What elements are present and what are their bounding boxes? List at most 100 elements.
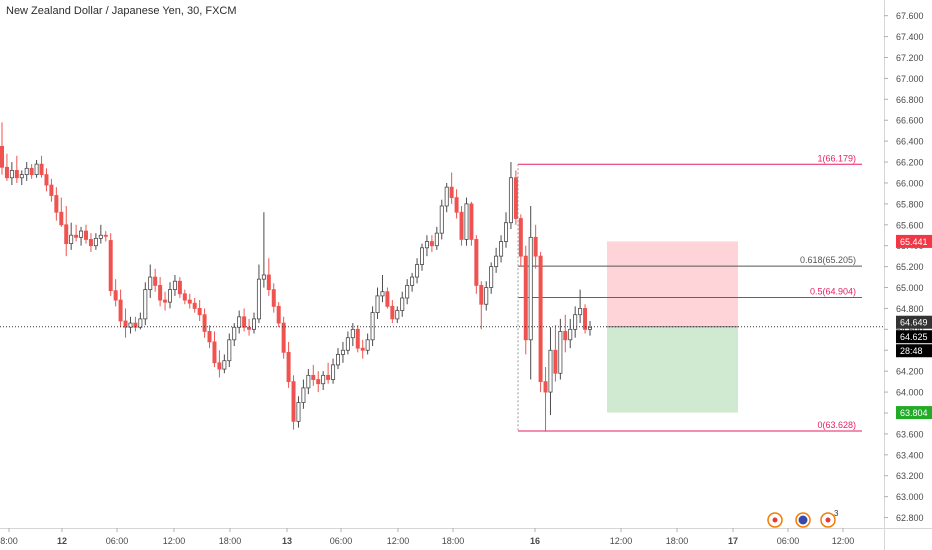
candle-body (19, 174, 24, 179)
candle (217, 350, 222, 378)
candle-body (558, 331, 563, 374)
candle (19, 170, 24, 186)
candle-body (375, 295, 380, 314)
chart-title: New Zealand Dollar / Japanese Yen, 30, F… (6, 5, 237, 17)
position-zones (607, 241, 738, 413)
candle (103, 231, 108, 242)
candle (291, 375, 296, 430)
price-tick-label: 63.000 (896, 492, 924, 502)
candle-body (177, 280, 182, 295)
candle-body (276, 305, 281, 324)
price-tag: 64.649 (896, 315, 932, 329)
candle-body (29, 167, 34, 176)
time-tick-label: 06:00 (777, 536, 800, 546)
time-tick-label: 12:00 (832, 536, 855, 546)
price-tick-label: 65.600 (896, 220, 924, 230)
candle-body (217, 362, 222, 370)
candle (464, 197, 469, 246)
time-tick-label: 12 (57, 536, 67, 546)
candle-body (207, 331, 212, 343)
time-axis[interactable]: 8:00 12 06:00 12:00 18:00 13 06:00 12:00 18:00 16… (0, 528, 932, 546)
fib-level-label: 0.618(65.205) (800, 255, 856, 265)
price-tick-label: 67.200 (896, 53, 924, 63)
candle (84, 224, 89, 244)
candle (449, 172, 454, 204)
candle (375, 287, 380, 319)
flag-fill (798, 515, 808, 525)
candle-body (360, 347, 365, 351)
candle (138, 312, 143, 330)
candle-body (4, 166, 9, 179)
candle-body (588, 326, 593, 330)
candle (93, 233, 98, 250)
price-tag: 65.441 (896, 234, 932, 248)
take-profit-zone[interactable] (607, 326, 738, 413)
candle (128, 316, 133, 334)
candle-body (410, 276, 415, 286)
candle-body (296, 402, 301, 422)
candle (395, 306, 400, 324)
price-tag-label: 64.625 (900, 332, 928, 342)
flag-icon[interactable] (795, 512, 811, 528)
candle (331, 358, 336, 384)
candle-body (533, 236, 538, 257)
candle-body (508, 177, 513, 224)
price-tick-label: 64.800 (896, 304, 924, 314)
candle-body (573, 314, 578, 330)
candle (88, 233, 93, 252)
candle-body (84, 230, 89, 240)
candle (385, 287, 390, 309)
candle (578, 289, 583, 324)
candle-body (449, 186, 454, 199)
candle-body (232, 326, 237, 341)
candle-body (237, 316, 242, 328)
price-tick-label: 66.800 (896, 95, 924, 105)
candle-body (261, 274, 266, 280)
candle-body (395, 310, 400, 320)
time-tick-label: 12:00 (387, 536, 410, 546)
candle-body (44, 174, 49, 186)
candle (528, 205, 533, 380)
candle-body (59, 211, 64, 226)
candle (588, 320, 593, 336)
price-tags: 65.441 64.649 64.625 28:48 63.804 (896, 234, 932, 420)
idea-icon[interactable]: 3 (820, 509, 839, 528)
candle (182, 289, 187, 305)
candle-body (266, 274, 271, 291)
candle-body (350, 328, 355, 339)
price-tag: 64.625 (896, 330, 932, 344)
candle (271, 283, 276, 313)
candle-body (424, 241, 429, 249)
candle-body (158, 285, 163, 301)
candle (197, 300, 202, 321)
candle (113, 279, 118, 307)
candle (558, 318, 563, 380)
alert-icon[interactable] (767, 512, 783, 528)
fib-retracement[interactable]: 1(66.179) 0.618(65.205) 0.5(64.904) 0(63.62… (517, 153, 862, 432)
candle-body (503, 222, 508, 242)
candle (242, 308, 247, 332)
candle-body (489, 266, 494, 288)
price-tick-label: 63.400 (896, 450, 924, 460)
candle (444, 182, 449, 213)
candle-body (365, 339, 370, 351)
stop-loss-zone[interactable] (607, 241, 738, 327)
price-tag-bg (896, 406, 932, 420)
candle (34, 159, 39, 178)
candle (4, 153, 9, 181)
price-tick-label: 65.000 (896, 283, 924, 293)
candle-body (311, 374, 316, 380)
price-tag-bg (896, 330, 932, 344)
candle (340, 341, 345, 363)
candle-body (49, 184, 54, 196)
price-tick-label: 67.600 (896, 11, 924, 21)
candle (9, 162, 14, 186)
candle-body (568, 328, 573, 341)
candle (523, 245, 528, 355)
candle (434, 226, 439, 250)
price-tag: 28:48 (896, 344, 932, 358)
price-tick-label: 66.200 (896, 158, 924, 168)
